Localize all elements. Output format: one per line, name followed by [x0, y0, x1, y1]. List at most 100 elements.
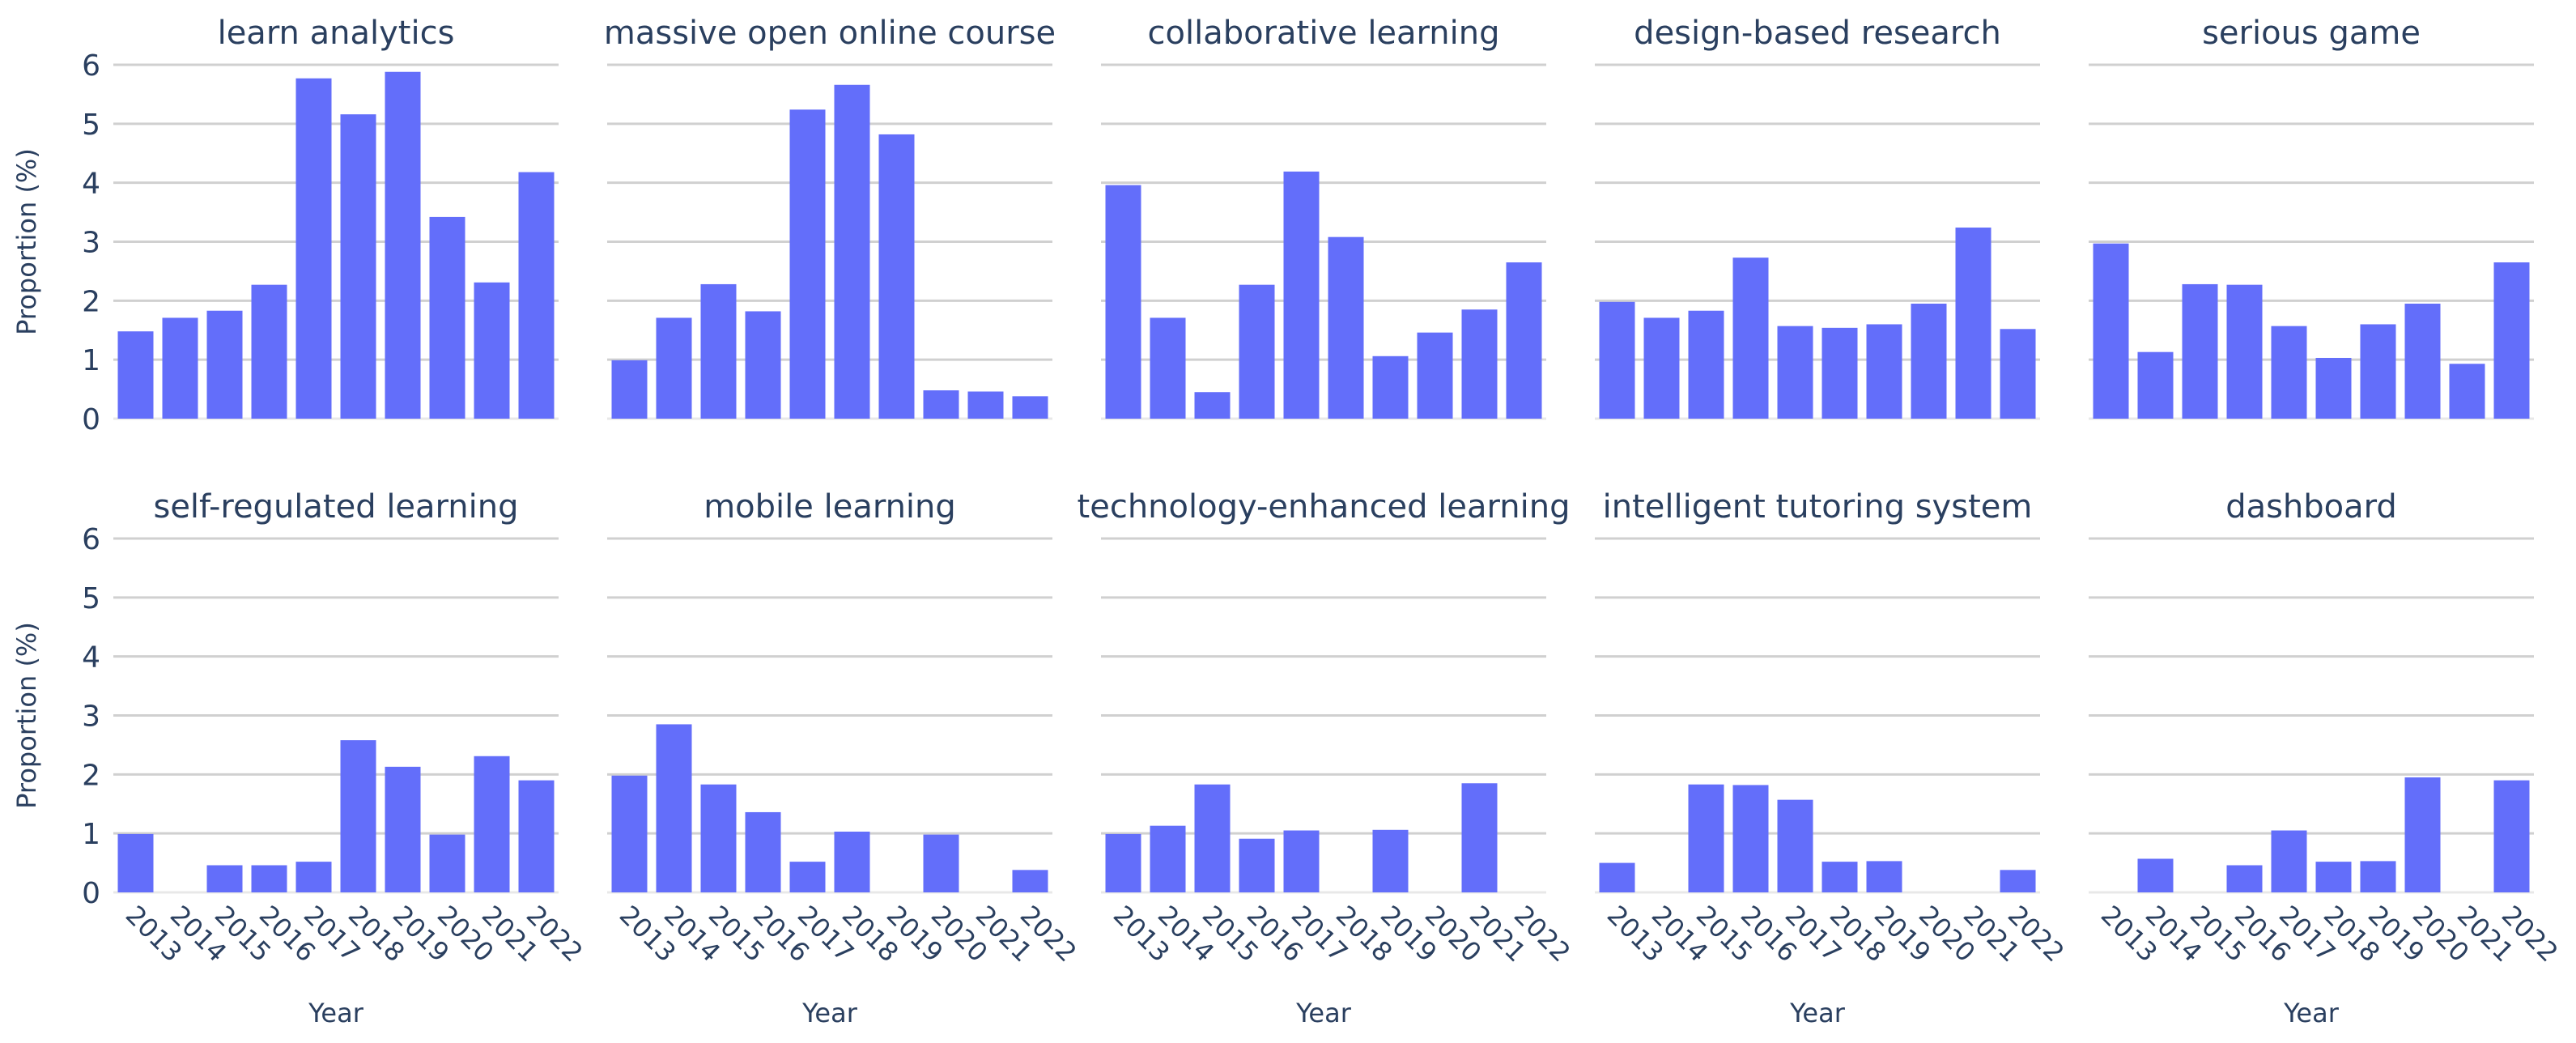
bar — [1821, 862, 1858, 892]
y-tick-label: 2 — [82, 285, 100, 318]
bar — [2360, 861, 2396, 892]
bar — [878, 134, 915, 419]
bar — [2271, 326, 2307, 419]
bar — [251, 865, 287, 892]
bar — [1239, 838, 1275, 892]
bar — [2137, 351, 2174, 419]
panel: self-regulated learning01234562013201420… — [11, 488, 589, 1028]
bar — [1150, 825, 1186, 892]
bar — [1599, 862, 1635, 892]
bar — [923, 834, 959, 892]
bar — [1283, 171, 1320, 419]
bar — [1194, 392, 1231, 419]
bar — [1911, 303, 1947, 419]
bar — [1461, 783, 1498, 892]
x-axis-title: Year — [1295, 998, 1352, 1028]
bar — [117, 331, 154, 419]
bar — [611, 360, 648, 419]
bar — [474, 282, 510, 419]
bar — [2315, 862, 2352, 892]
bar — [834, 84, 870, 419]
x-axis-title: Year — [308, 998, 364, 1028]
bar — [2315, 357, 2352, 419]
bar — [2000, 329, 2036, 419]
bar — [2137, 858, 2174, 892]
panel: massive open online course — [604, 15, 1056, 420]
bar — [2449, 364, 2485, 419]
bar — [1150, 317, 1186, 419]
panel-title: mobile learning — [704, 488, 956, 526]
bar — [2404, 303, 2441, 419]
panel: intelligent tutoring system2013201420152… — [1595, 488, 2070, 1028]
bar — [1732, 785, 1769, 892]
y-tick-label: 1 — [82, 344, 100, 377]
bar — [1688, 784, 1724, 892]
bar — [700, 784, 737, 892]
bar — [789, 862, 826, 892]
bar — [1643, 317, 1680, 419]
bar — [1955, 228, 1992, 419]
bar — [1105, 185, 1141, 419]
panel: dashboard2013201420152016201720182019202… — [2089, 488, 2564, 1028]
panel-title: collaborative learning — [1148, 15, 1500, 52]
bar — [340, 114, 376, 419]
bar — [1194, 784, 1231, 892]
bar — [700, 283, 737, 419]
y-tick-label: 3 — [82, 227, 100, 260]
bar — [206, 310, 243, 419]
panel: design-based research — [1595, 15, 2040, 420]
panel: mobile learning2013201420152016201720182… — [607, 488, 1082, 1028]
bar — [2493, 262, 2530, 419]
y-tick-label: 2 — [82, 759, 100, 792]
bar — [1506, 262, 1542, 419]
bar — [2226, 284, 2263, 419]
y-tick-label: 5 — [82, 582, 100, 615]
bar — [162, 317, 198, 419]
panel-title: technology-enhanced learning — [1078, 488, 1571, 526]
bar — [656, 724, 692, 892]
x-axis-title: Year — [1789, 998, 1846, 1028]
bar — [295, 862, 332, 892]
panel: collaborative learning — [1101, 15, 1546, 420]
bar — [1372, 829, 1409, 892]
bar — [1732, 258, 1769, 419]
bar — [2000, 870, 2036, 892]
bar — [656, 317, 692, 419]
y-tick-label: 5 — [82, 109, 100, 142]
panel-title: learn analytics — [218, 15, 455, 52]
bar — [385, 766, 421, 892]
bar — [1461, 309, 1498, 419]
bar — [429, 834, 465, 892]
bar — [967, 391, 1004, 419]
bar — [1866, 324, 1902, 419]
y-tick-label: 4 — [82, 168, 100, 201]
bar — [2182, 283, 2218, 419]
bar — [1599, 301, 1635, 419]
panel-title: design-based research — [1634, 15, 2001, 52]
bar — [611, 775, 648, 892]
bar — [1821, 327, 1858, 419]
bar — [518, 780, 555, 892]
bar — [1283, 830, 1320, 892]
bar — [1012, 870, 1048, 892]
bar — [340, 740, 376, 892]
y-tick-label: 0 — [82, 877, 100, 910]
panel-title: self-regulated learning — [153, 488, 518, 526]
bar — [1372, 355, 1409, 419]
bar — [1328, 236, 1364, 419]
panel-title: dashboard — [2225, 488, 2397, 526]
bar — [251, 284, 287, 419]
bar — [117, 833, 154, 892]
bar — [1777, 799, 1813, 892]
bar — [2404, 777, 2441, 892]
bar — [1012, 396, 1048, 419]
bar — [2226, 865, 2263, 892]
bar — [385, 71, 421, 419]
bar — [2360, 324, 2396, 419]
bar — [789, 109, 826, 419]
y-axis-title: Proportion (%) — [11, 148, 42, 335]
panel-title: serious game — [2202, 15, 2421, 52]
bar — [2271, 830, 2307, 892]
y-tick-label: 0 — [82, 403, 100, 436]
bar — [474, 756, 510, 892]
